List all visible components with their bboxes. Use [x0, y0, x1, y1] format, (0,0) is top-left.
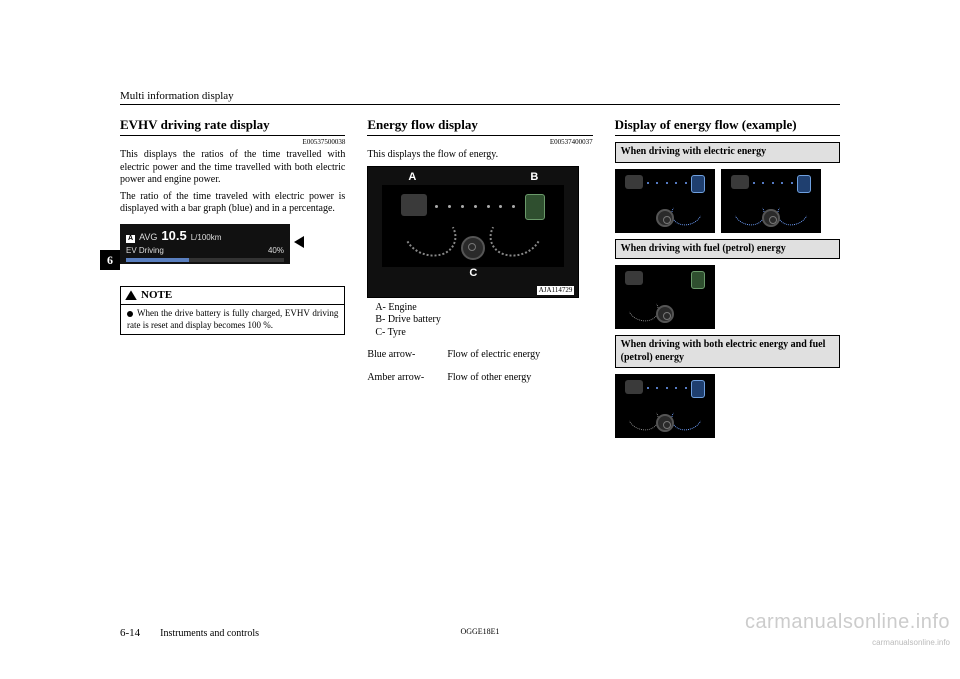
ev-driving-value: 40%: [268, 246, 284, 256]
col-energy-flow: Energy flow display E00537400037 This di…: [367, 117, 592, 444]
note-body: When the drive battery is fully charged,…: [121, 305, 344, 334]
tyre-icon: [762, 209, 780, 227]
subheading-both: When driving with both electric energy a…: [615, 335, 840, 368]
tyre-icon: [656, 209, 674, 227]
flow-dots: [647, 386, 687, 390]
body-text: This displays the flow of energy.: [367, 149, 592, 162]
col-examples: Display of energy flow (example) When dr…: [615, 117, 840, 444]
note-box: NOTE When the drive battery is fully cha…: [120, 286, 345, 335]
page-number: 6-14: [120, 627, 140, 639]
body-text: The ratio of the time traveled with elec…: [120, 191, 345, 216]
legend-b: B- Drive battery: [375, 314, 592, 327]
flow-dots: [647, 181, 687, 185]
avg-badge: A: [126, 235, 135, 244]
note-icon: [125, 290, 137, 300]
avg-unit: L/100km: [191, 233, 222, 243]
lcd-display: A AVG 10.5 L/100km EV Driving 40%: [120, 224, 290, 264]
chapter-tab: 6: [100, 250, 120, 270]
bullet-icon: [127, 311, 133, 317]
avg-value: 10.5: [161, 228, 186, 244]
engine-icon: [731, 175, 749, 189]
energy-flow-figure: A B C AJA114729: [367, 166, 579, 298]
running-head: Multi information display: [120, 90, 840, 105]
tyre-icon: [656, 414, 674, 432]
subheading-electric: When driving with electric energy: [615, 142, 840, 163]
heading-evhv: EVHV driving rate display: [120, 117, 345, 136]
note-heading: NOTE: [121, 287, 344, 306]
watermark-small: carmanualsonline.info: [872, 638, 950, 647]
example-row: [615, 169, 840, 233]
watermark: carmanualsonline.info: [745, 611, 950, 634]
page: Multi information display EVHV driving r…: [120, 90, 840, 630]
ev-bar: [126, 258, 284, 262]
figure-inner: [382, 185, 564, 267]
figure-id: AJA114729: [537, 286, 575, 295]
arrow-value: Flow of other energy: [447, 372, 592, 385]
arrow-key: Blue arrow-: [367, 349, 437, 362]
flow-dots: [435, 204, 515, 210]
ev-bar-fill: [126, 258, 189, 262]
legend-a: A- Engine: [375, 302, 592, 315]
body-text: This displays the ratios of the time tra…: [120, 149, 345, 187]
doc-number: E00537400037: [367, 138, 592, 147]
flow-arc-right: [667, 400, 706, 435]
arrow-def-amber: Amber arrow- Flow of other energy: [367, 372, 592, 385]
example-row: [615, 374, 840, 438]
page-footer: 6-14 Instruments and controls OGGE18E1: [120, 627, 840, 639]
engine-icon: [625, 271, 643, 285]
note-label: NOTE: [141, 289, 172, 303]
battery-icon: [691, 175, 705, 193]
example-figure: [615, 265, 715, 329]
flow-arc-right: [667, 194, 706, 229]
engine-icon: [625, 175, 643, 189]
battery-icon: [691, 380, 705, 398]
callout-b: B: [530, 171, 538, 185]
subheading-petrol: When driving with fuel (petrol) energy: [615, 239, 840, 260]
columns: EVHV driving rate display E00537500038 T…: [120, 117, 840, 444]
arrow-def-blue: Blue arrow- Flow of electric energy: [367, 349, 592, 362]
figure-legend: A- Engine B- Drive battery C- Tyre: [375, 302, 592, 340]
tyre-icon: [461, 236, 485, 260]
pointer-icon: [294, 236, 304, 248]
legend-c: C- Tyre: [375, 327, 592, 340]
example-row: [615, 265, 840, 329]
note-text: When the drive battery is fully charged,…: [127, 308, 338, 329]
tyre-icon: [656, 305, 674, 323]
flow-arc-right: [773, 194, 812, 229]
heading-energy-flow: Energy flow display: [367, 117, 592, 136]
flow-dots: [753, 181, 793, 185]
arrow-value: Flow of electric energy: [447, 349, 592, 362]
battery-icon: [691, 271, 705, 289]
ev-driving-label: EV Driving: [126, 246, 164, 256]
example-figure: [615, 169, 715, 233]
arrow-key: Amber arrow-: [367, 372, 437, 385]
avg-label: AVG: [139, 232, 157, 243]
example-figure: [721, 169, 821, 233]
callout-a: A: [408, 171, 416, 185]
doc-id: OGGE18E1: [460, 627, 499, 636]
example-figure: [615, 374, 715, 438]
engine-icon: [625, 380, 643, 394]
doc-number: E00537500038: [120, 138, 345, 147]
col-evhv: EVHV driving rate display E00537500038 T…: [120, 117, 345, 444]
chapter-name: Instruments and controls: [160, 628, 259, 639]
callout-c: C: [469, 267, 477, 281]
heading-examples: Display of energy flow (example): [615, 117, 840, 136]
battery-icon: [797, 175, 811, 193]
